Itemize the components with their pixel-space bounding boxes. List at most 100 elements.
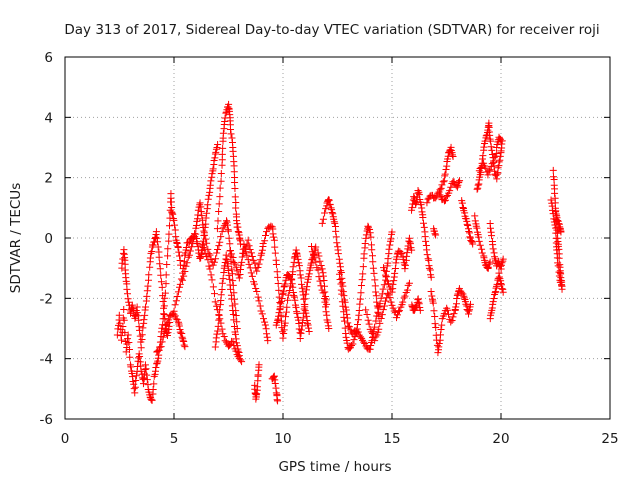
data-point xyxy=(154,243,162,251)
data-point xyxy=(180,272,188,280)
data-point xyxy=(214,322,222,330)
data-point xyxy=(395,308,403,316)
data-points xyxy=(113,100,566,405)
data-point xyxy=(338,290,346,298)
data-point xyxy=(438,181,446,189)
data-point xyxy=(248,272,256,280)
data-point xyxy=(218,286,226,294)
data-point xyxy=(347,341,355,349)
data-point xyxy=(150,380,158,388)
data-point xyxy=(368,330,376,338)
data-point xyxy=(271,376,279,384)
data-point xyxy=(374,308,382,316)
y-tick-label: 2 xyxy=(44,171,53,187)
chart-title: Day 313 of 2017, Sidereal Day-to-day VTE… xyxy=(64,22,599,38)
data-point xyxy=(442,196,450,204)
data-point xyxy=(147,249,155,257)
data-point xyxy=(465,227,473,235)
data-point xyxy=(292,303,300,311)
y-tick-label: 4 xyxy=(44,110,53,126)
data-point xyxy=(374,328,382,336)
data-point xyxy=(199,243,207,251)
data-point xyxy=(212,145,220,153)
data-point xyxy=(139,380,147,388)
data-point xyxy=(171,301,179,309)
data-point xyxy=(390,277,398,285)
data-point xyxy=(319,215,327,223)
data-point xyxy=(171,312,179,320)
data-point xyxy=(228,250,236,258)
data-point xyxy=(558,282,566,290)
data-point xyxy=(486,258,494,266)
data-point xyxy=(178,333,186,341)
data-point xyxy=(401,292,409,300)
data-point xyxy=(136,332,144,340)
data-point xyxy=(490,157,498,165)
data-point xyxy=(319,289,327,297)
data-point xyxy=(143,287,151,295)
data-point xyxy=(165,237,173,245)
data-point xyxy=(345,323,353,331)
data-point xyxy=(487,224,494,232)
data-point xyxy=(219,144,227,152)
data-point xyxy=(158,283,166,291)
data-point xyxy=(389,304,397,312)
data-point xyxy=(270,233,278,241)
data-point xyxy=(326,201,334,209)
data-point xyxy=(297,326,305,334)
data-point xyxy=(230,316,238,324)
data-point xyxy=(484,171,492,179)
data-point xyxy=(388,228,396,236)
data-point xyxy=(337,280,345,288)
data-point xyxy=(428,292,436,300)
data-point xyxy=(196,199,204,207)
data-point xyxy=(318,265,326,273)
data-point xyxy=(152,228,160,236)
data-point xyxy=(218,325,226,333)
data-point xyxy=(441,170,449,178)
data-point xyxy=(168,209,176,217)
data-point xyxy=(499,255,507,263)
data-point xyxy=(469,240,477,248)
data-point xyxy=(432,231,440,239)
data-point xyxy=(466,306,474,314)
data-point xyxy=(401,265,409,273)
data-point xyxy=(215,200,223,208)
data-point xyxy=(126,353,134,361)
data-point xyxy=(247,269,255,277)
data-point xyxy=(322,308,330,316)
data-point xyxy=(458,199,466,207)
data-point xyxy=(550,218,558,226)
data-point xyxy=(393,311,401,319)
data-point xyxy=(325,196,333,204)
data-point xyxy=(284,271,292,279)
data-point xyxy=(465,307,473,315)
data-point xyxy=(247,249,255,257)
data-point xyxy=(279,328,287,336)
data-point xyxy=(296,335,304,343)
data-point xyxy=(356,295,364,303)
data-point xyxy=(466,233,474,241)
data-point xyxy=(289,263,297,271)
data-point xyxy=(551,189,559,197)
data-point xyxy=(255,361,263,369)
data-point xyxy=(423,246,431,254)
data-point xyxy=(375,303,383,311)
data-point xyxy=(252,285,260,293)
data-point xyxy=(194,211,202,219)
data-point xyxy=(198,212,206,220)
x-tick-label: 20 xyxy=(492,431,509,447)
data-point xyxy=(227,285,235,293)
data-point xyxy=(182,262,190,270)
data-point xyxy=(253,288,261,296)
data-point xyxy=(210,290,218,298)
data-point xyxy=(271,249,279,257)
data-point xyxy=(440,197,448,205)
data-point xyxy=(271,243,279,251)
data-point xyxy=(134,312,142,320)
data-point xyxy=(408,204,416,212)
data-point xyxy=(200,245,208,253)
data-point xyxy=(261,318,269,326)
data-point xyxy=(384,289,392,297)
data-point xyxy=(211,298,219,306)
